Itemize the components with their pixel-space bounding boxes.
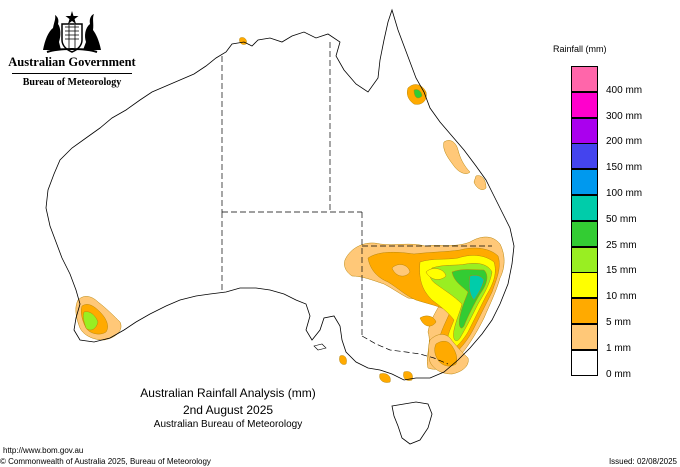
legend-label: 15 mm [606,265,637,277]
legend-swatch [571,169,598,196]
government-logo: Australian Government Bureau of Meteorol… [8,10,136,88]
legend-label: 100 mm [606,188,643,199]
tasmania-coastline [391,401,433,445]
legend-swatch [571,272,598,299]
rain-cape-york-inner [413,89,423,99]
rain-pocket-2 [425,268,447,280]
legend-label: 400 mm [606,84,643,96]
legend-label: 150 mm [606,162,643,174]
legend-swatch [571,349,598,376]
bureau-name: Bureau of Meteorology [22,77,122,88]
legend-label: 25 mm [606,239,637,251]
rainfall-map [45,8,515,445]
state-borders [221,42,492,365]
rain-sa-spot [339,355,347,365]
legend-label: 300 mm [606,110,643,122]
rain-vic-spot [379,373,391,383]
legend-label: 10 mm [606,291,637,303]
bom-link[interactable]: http://www.bom.gov.au [3,446,84,455]
legend-swatch [571,195,598,221]
legend-swatch [571,66,598,92]
rainfall-areas [75,37,505,383]
kangaroo-island [313,343,327,351]
legend-swatch [571,298,598,325]
legend-swatch [571,246,598,273]
rain-small-inland [419,315,437,327]
rain-5mm-southeast [434,341,458,367]
rain-50mm-east [468,274,485,301]
rain-pocket-1 [391,264,411,277]
rain-vic-spot-2 [403,371,413,381]
legend-swatch [571,117,598,144]
map-date: 2nd August 2025 [182,403,274,417]
legend-label: 1 mm [606,342,631,354]
legend-swatch [571,324,598,350]
government-name: Australian Government [8,55,136,69]
legend-title: Rainfall (mm) [553,44,607,54]
rain-nt-spot [239,37,247,45]
rain-qld-coast-2 [473,175,487,190]
legend-swatch [571,220,598,247]
legend-swatch [571,91,598,118]
legend-label: 50 mm [606,213,637,225]
australia-coastline [45,8,515,381]
issued-date: Issued: 02/08/2025 [608,457,677,466]
map-source: Australian Bureau of Meteorology [153,419,303,430]
legend-label: 5 mm [606,317,631,328]
legend-label: 0 mm [606,368,631,380]
map-title: Australian Rainfall Analysis (mm) [140,386,316,400]
rain-qld-coast-1 [443,140,471,174]
coat-of-arms-icon [43,11,101,53]
legend-label: 200 mm [606,136,643,148]
copyright-text: © Commonwealth of Australia 2025, Bureau… [0,457,211,466]
logo-divider [12,73,132,74]
map-title-block: Australian Rainfall Analysis (mm) 2nd Au… [128,386,328,430]
legend-swatch [571,143,598,170]
rain-15mm-southwest [82,311,99,331]
